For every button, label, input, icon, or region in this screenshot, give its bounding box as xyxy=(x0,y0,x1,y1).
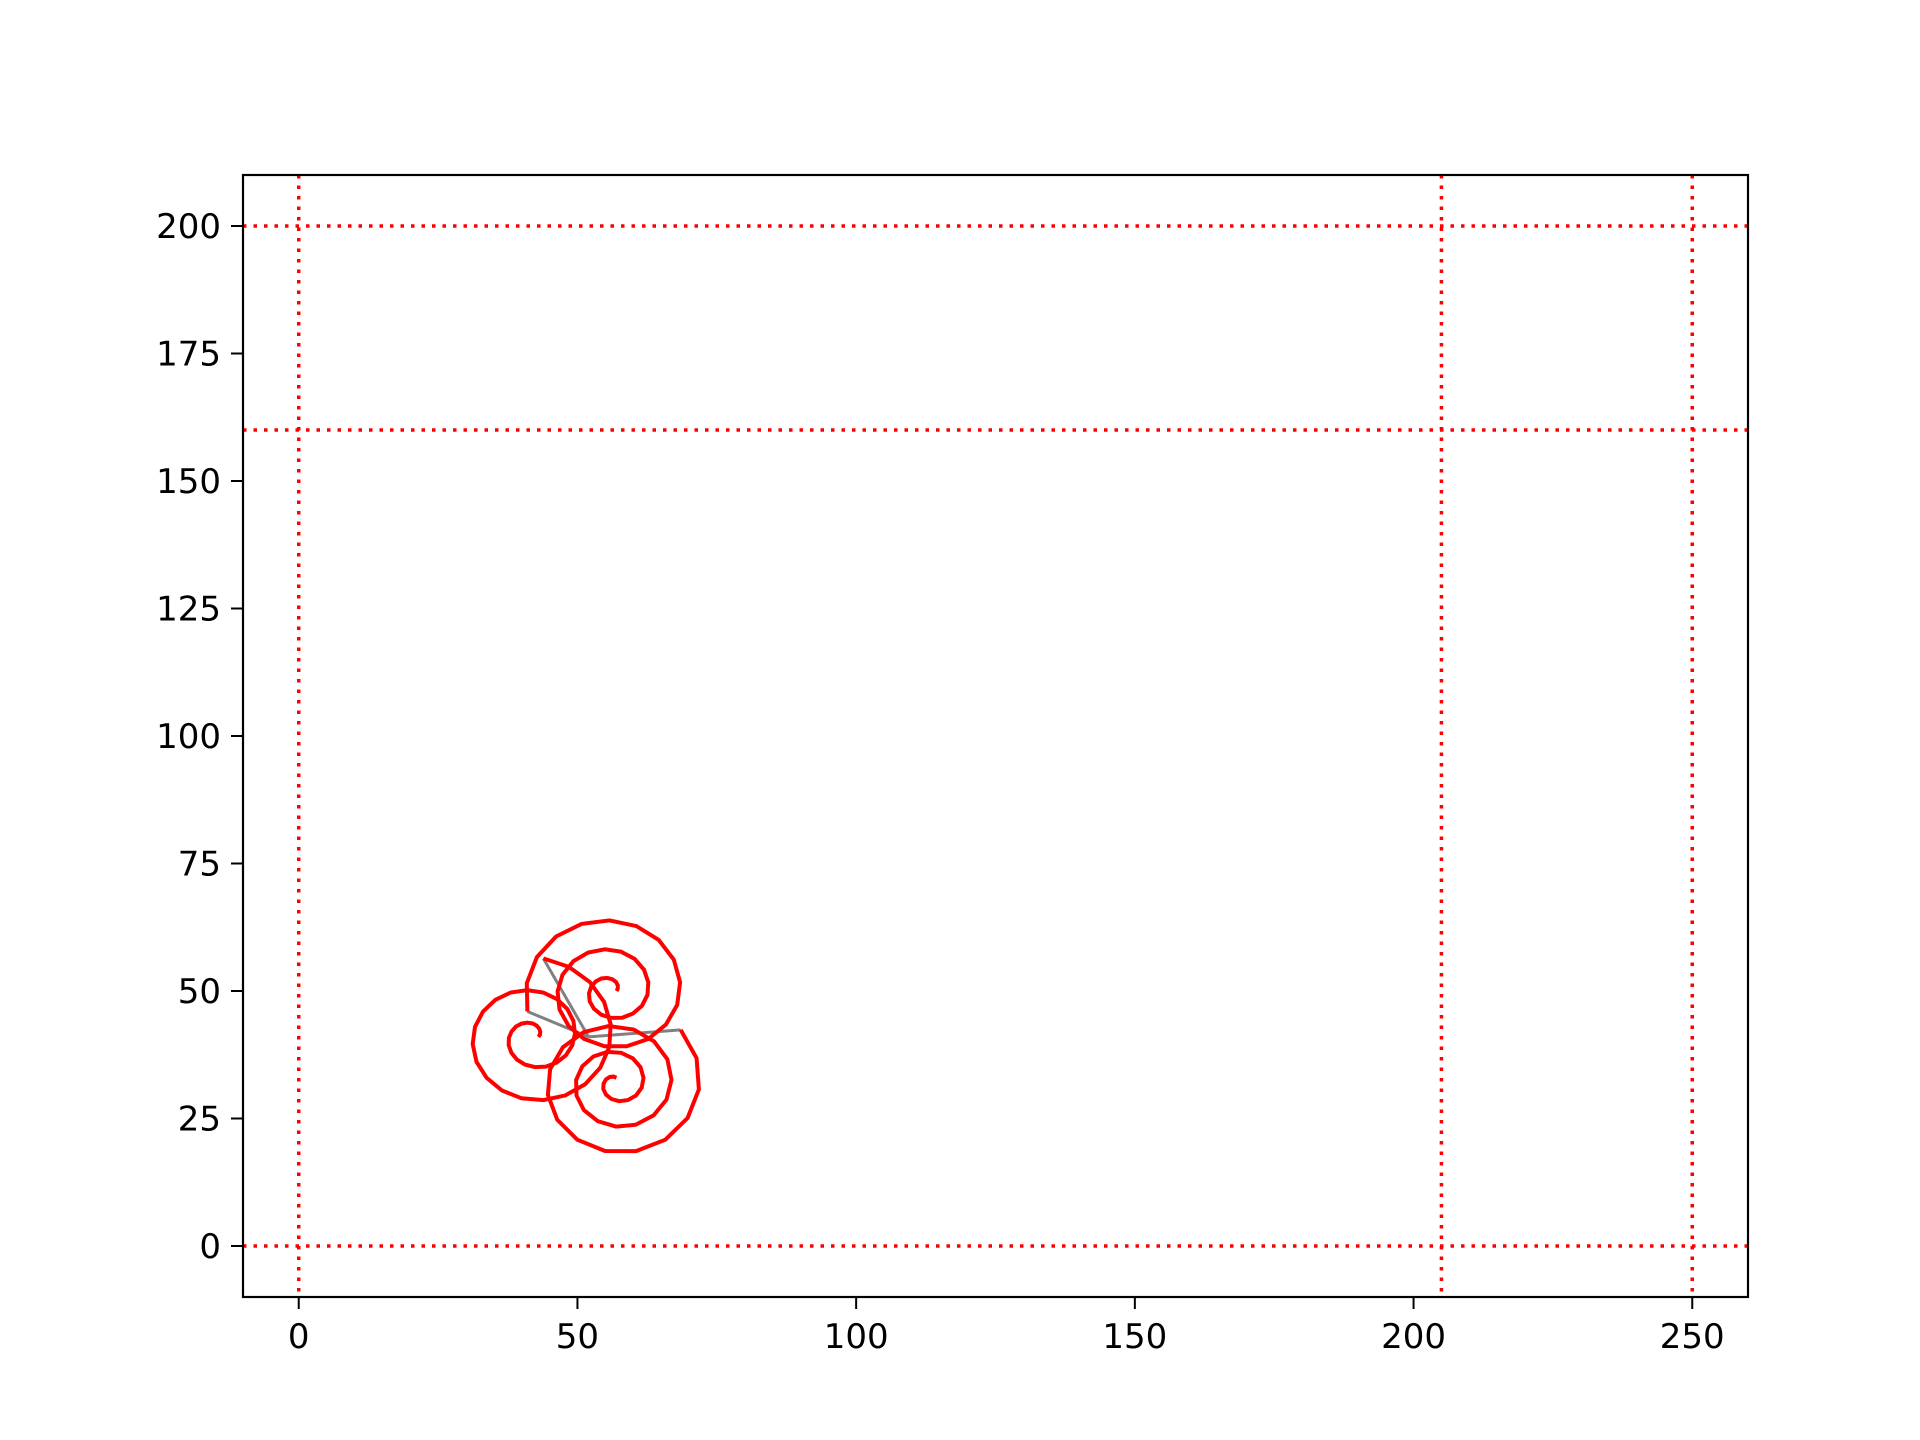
y-tick-label-4: 100 xyxy=(156,717,221,757)
x-tick-label-3: 150 xyxy=(1102,1317,1167,1357)
spiral-2 xyxy=(545,1023,701,1154)
reference-lines xyxy=(243,175,1748,1297)
y-tick-label-7: 175 xyxy=(156,335,221,375)
connector-line-1 xyxy=(542,957,590,1038)
spirals xyxy=(470,918,701,1154)
connector-line-2 xyxy=(588,1028,681,1039)
x-tick-label-0: 0 xyxy=(288,1317,310,1357)
spiral-0 xyxy=(524,918,683,1049)
x-tick-label-4: 200 xyxy=(1381,1317,1446,1357)
x-axis: 0 50 100 150 200 250 xyxy=(288,1297,1725,1357)
y-tick-label-5: 125 xyxy=(156,590,221,630)
spiral-1 xyxy=(470,956,613,1103)
y-tick-label-3: 75 xyxy=(178,845,221,885)
x-tick-label-1: 50 xyxy=(556,1317,599,1357)
y-tick-label-8: 200 xyxy=(156,207,221,247)
y-tick-label-1: 25 xyxy=(178,1100,221,1140)
y-tick-label-2: 50 xyxy=(178,972,221,1012)
x-tick-label-5: 250 xyxy=(1660,1317,1725,1357)
y-axis: 0 25 50 75 100 125 150 175 200 xyxy=(156,207,243,1267)
y-tick-label-6: 150 xyxy=(156,462,221,502)
y-tick-label-0: 0 xyxy=(199,1227,221,1267)
x-tick-label-2: 100 xyxy=(824,1317,889,1357)
